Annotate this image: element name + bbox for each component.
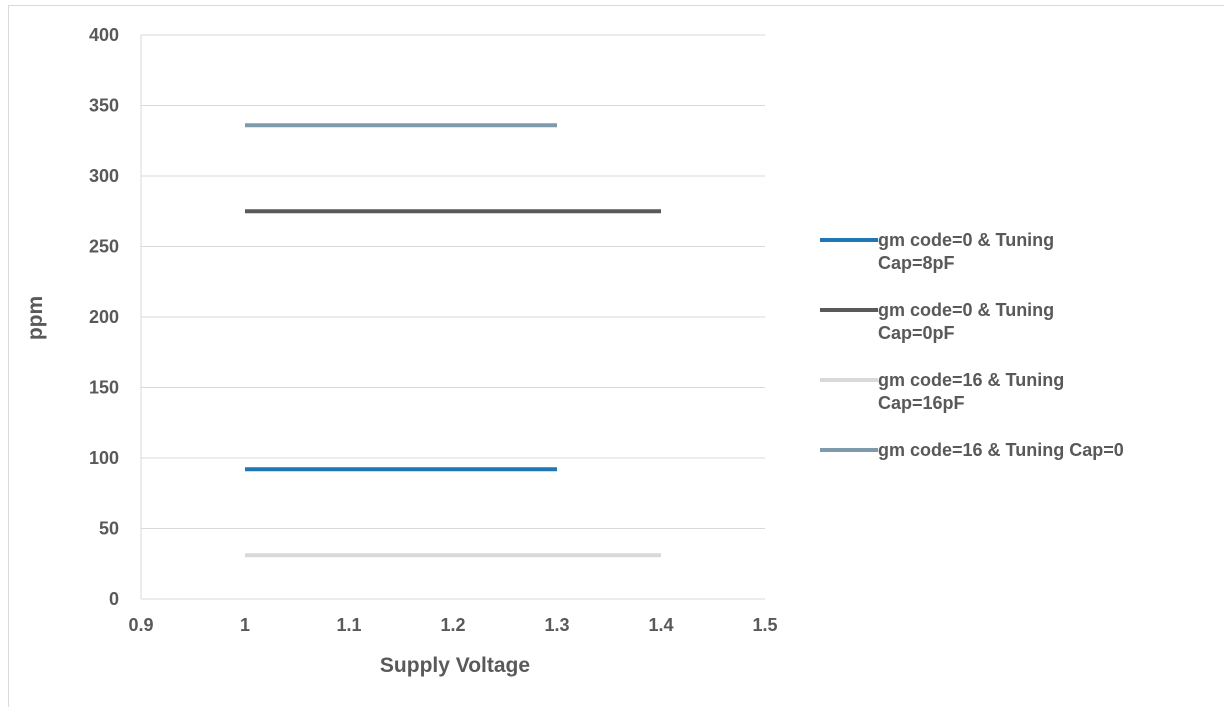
x-axis-ticks: 0.9 1 1.1 1.2 1.3 1.4 1.5 xyxy=(128,615,777,635)
x-tick-label: 0.9 xyxy=(128,615,153,635)
series-lines xyxy=(245,123,661,558)
legend-label: gm code=0 & Tuning xyxy=(878,300,1054,320)
y-tick-label: 50 xyxy=(99,519,119,539)
y-axis-ticks: 0 50 100 150 200 250 300 350 400 xyxy=(89,25,119,609)
y-tick-label: 150 xyxy=(89,378,119,398)
y-tick-label: 100 xyxy=(89,448,119,468)
y-tick-label: 200 xyxy=(89,307,119,327)
legend-label: Cap=8pF xyxy=(878,253,955,273)
x-axis-title: Supply Voltage xyxy=(380,654,530,677)
x-tick-label: 1.1 xyxy=(336,615,361,635)
legend-item: gm code=16 & Tuning Cap=16pF xyxy=(820,370,1064,413)
legend-label: gm code=16 & Tuning Cap=0 xyxy=(878,440,1124,460)
y-tick-label: 350 xyxy=(89,96,119,116)
legend-label: gm code=0 & Tuning xyxy=(878,230,1054,250)
x-tick-label: 1 xyxy=(240,615,250,635)
y-tick-label: 300 xyxy=(89,166,119,186)
x-tick-label: 1.5 xyxy=(752,615,777,635)
legend-label: Cap=16pF xyxy=(878,393,965,413)
gridlines xyxy=(140,34,765,600)
y-tick-label: 250 xyxy=(89,237,119,257)
y-tick-label: 0 xyxy=(109,589,119,609)
x-tick-label: 1.3 xyxy=(544,615,569,635)
y-axis-title: ppm xyxy=(24,296,47,340)
x-tick-label: 1.2 xyxy=(440,615,465,635)
legend-label: gm code=16 & Tuning xyxy=(878,370,1064,390)
x-tick-label: 1.4 xyxy=(648,615,673,635)
legend-item: gm code=0 & Tuning Cap=0pF xyxy=(820,300,1054,343)
legend-item: gm code=16 & Tuning Cap=0 xyxy=(820,440,1124,460)
legend-item: gm code=0 & Tuning Cap=8pF xyxy=(820,230,1054,273)
y-tick-label: 400 xyxy=(89,25,119,45)
chart-frame xyxy=(8,5,1224,707)
legend-label: Cap=0pF xyxy=(878,323,955,343)
